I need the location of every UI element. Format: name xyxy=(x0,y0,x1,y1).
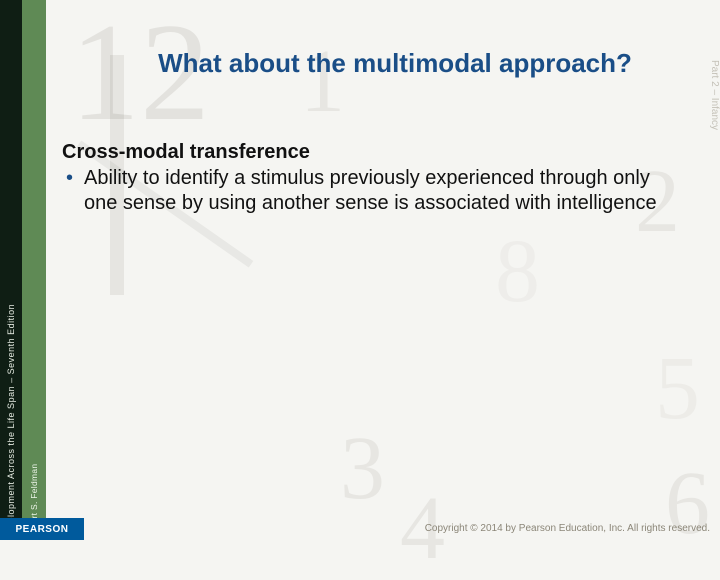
bullet-item: • Ability to identify a stimulus previou… xyxy=(62,166,670,215)
subheading: Cross-modal transference xyxy=(62,140,670,164)
bullet-text: Ability to identify a stimulus previousl… xyxy=(84,166,670,215)
slide-title: What about the multimodal approach? xyxy=(110,48,680,79)
spine-author: Robert S. Feldman xyxy=(22,0,46,540)
book-spine: Development Across the Life Span – Seven… xyxy=(0,0,46,540)
copyright-text: Copyright © 2014 by Pearson Education, I… xyxy=(425,523,710,534)
part-label: Part 2 – Infancy xyxy=(702,0,720,130)
publisher-logo: PEARSON xyxy=(0,518,84,540)
slide-body: Cross-modal transference • Ability to id… xyxy=(62,140,670,215)
spine-title: Development Across the Life Span – Seven… xyxy=(0,0,22,540)
background-clock-numbers: 12 1 2 3 4 5 6 8 xyxy=(0,0,720,540)
bullet-marker: • xyxy=(62,166,84,215)
